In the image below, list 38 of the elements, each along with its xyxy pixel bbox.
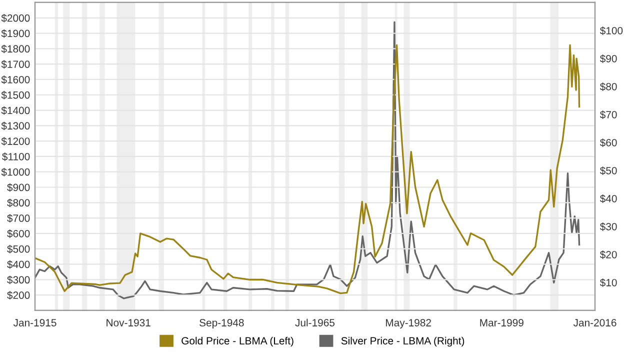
y-tick-label: $200 [7, 291, 30, 300]
legend-label: Gold Price - LBMA (Left) [182, 336, 294, 347]
y-tick-label: $1100 [2, 152, 30, 161]
y2-tick-label: $50 [600, 166, 617, 175]
y2-tick-label: $80 [600, 82, 617, 91]
y-tick-label: $400 [7, 260, 30, 269]
y2-tick-label: $100 [600, 26, 623, 35]
y-tick-label: $1500 [1, 90, 30, 100]
y-tick-label: $800 [7, 198, 30, 208]
y-tick-label: $900 [7, 183, 30, 192]
y-tick-label: $500 [7, 244, 30, 254]
y2-tick-label: $30 [600, 222, 617, 231]
legend-label: Silver Price - LBMA (Right) [341, 336, 464, 347]
y-tick-label: $1000 [1, 168, 30, 176]
y-tick-label: $600 [7, 230, 30, 238]
y-tick-label: $700 [7, 214, 30, 223]
y-tick-label: $1300 [1, 122, 30, 130]
y-tick-label: $1400 [1, 106, 30, 115]
x-tick-label: Jul-1965 [295, 318, 335, 326]
x-tick-label: Sep-1948 [200, 319, 244, 328]
y2-tick-label: $70 [600, 110, 617, 119]
y-tick-label: $2000 [1, 14, 30, 22]
y2-tick-label: $10 [600, 278, 617, 287]
y-tick-label: $1700 [1, 60, 30, 69]
y-tick-label: $1900 [1, 29, 30, 38]
y-tick-label: $1600 [1, 76, 30, 84]
y2-tick-label: $90 [600, 54, 617, 63]
y2-tick-label: $20 [600, 250, 617, 259]
y-tick-label: $1200 [1, 137, 30, 146]
x-tick-label: May-1982 [386, 319, 431, 328]
x-tick-label: Mar-1999 [480, 319, 524, 326]
x-tick-label: Nov-1931 [106, 319, 150, 326]
y2-tick-label: $40 [600, 194, 617, 203]
y-tick-label: $1800 [1, 44, 30, 54]
y-tick-label: $300 [7, 276, 30, 284]
x-tick-label: Jan-2016 [573, 319, 616, 326]
y2-tick-label: $60 [600, 138, 617, 147]
x-tick-label: Jan-1915 [13, 319, 56, 326]
